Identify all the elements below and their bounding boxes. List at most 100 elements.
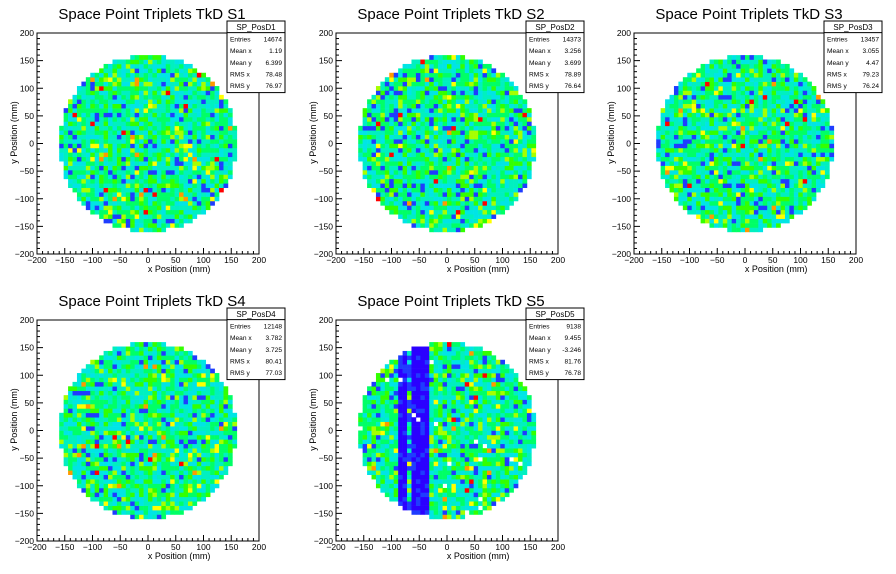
histogram-bin [130, 350, 135, 356]
histogram-bin [139, 430, 144, 436]
histogram-bin [143, 346, 149, 352]
histogram-bin [99, 103, 104, 109]
histogram-bin [161, 373, 167, 378]
histogram-bin [116, 492, 122, 498]
histogram-bin [223, 147, 229, 153]
histogram-bin [722, 99, 728, 105]
histogram-bin [429, 108, 434, 113]
histogram-bin [380, 152, 386, 158]
histogram-bin [380, 121, 386, 127]
histogram-bin [112, 457, 118, 462]
histogram-bin [196, 178, 202, 184]
histogram-bin [76, 426, 82, 431]
histogram-bin [152, 134, 158, 140]
histogram-bin [214, 99, 220, 105]
histogram-bin [420, 112, 426, 118]
histogram-bin [811, 196, 817, 202]
histogram-bin [522, 108, 528, 113]
histogram-bin [464, 192, 470, 197]
histogram-bin [179, 90, 184, 96]
histogram-bin [762, 134, 768, 140]
histogram-bin [518, 121, 523, 127]
histogram-bin [504, 196, 510, 202]
histogram-bin [429, 72, 434, 78]
histogram-bin [380, 143, 386, 149]
histogram-bin [371, 152, 377, 158]
histogram-bin [398, 94, 403, 100]
histogram-bin [415, 200, 421, 206]
histogram-bin [148, 86, 153, 91]
histogram-bin [161, 403, 167, 409]
histogram-bin [112, 461, 118, 467]
histogram-bin [139, 218, 144, 224]
histogram-bin [174, 192, 180, 197]
histogram-bin [103, 63, 109, 69]
histogram-bin [753, 68, 759, 74]
histogram-bin [665, 174, 670, 180]
histogram-bin [758, 187, 764, 193]
histogram-bin [722, 134, 728, 140]
histogram-bin [807, 152, 812, 158]
histogram-bin [99, 399, 104, 405]
histogram-bin [509, 108, 514, 113]
histogram-bin [678, 161, 684, 166]
histogram-bin [152, 130, 158, 135]
histogram-bin [134, 479, 140, 484]
histogram-bin [793, 178, 799, 184]
histogram-bin [81, 86, 87, 91]
histogram-bin [187, 209, 193, 215]
histogram-bin [673, 170, 679, 175]
histogram-bin [709, 108, 715, 113]
histogram-bin [165, 408, 171, 414]
histogram-bin [758, 200, 764, 206]
histogram-bin [371, 108, 377, 113]
histogram-bin [407, 143, 412, 149]
histogram-bin [139, 200, 144, 206]
histogram-bin [509, 81, 514, 87]
histogram-bin [451, 81, 457, 87]
histogram-bin [134, 403, 140, 409]
histogram-bin [94, 465, 100, 471]
histogram-bin [420, 139, 426, 144]
histogram-bin [402, 218, 408, 224]
histogram-bin [455, 200, 461, 206]
stats-value: 14373 [563, 37, 582, 44]
histogram-bin [156, 196, 162, 202]
histogram-bin [718, 63, 724, 69]
histogram-bin [669, 143, 675, 149]
histogram-bin [90, 112, 96, 118]
histogram-bin [103, 147, 109, 153]
histogram-bin [731, 183, 737, 188]
histogram-bin [72, 147, 78, 153]
histogram-bin [776, 183, 781, 188]
histogram-bin [802, 161, 808, 166]
histogram-bin [784, 116, 790, 122]
histogram-bin [112, 143, 118, 149]
histogram-bin [451, 196, 457, 202]
histogram-bin [820, 116, 826, 122]
histogram-bin [165, 474, 171, 480]
histogram-bin [112, 350, 118, 356]
histogram-bin [424, 134, 430, 140]
histogram-bin [393, 72, 399, 78]
histogram-bin [130, 156, 135, 162]
histogram-bin [148, 161, 153, 166]
histogram-bin [393, 187, 399, 193]
histogram-bin [170, 196, 175, 202]
histogram-bin [491, 161, 497, 166]
histogram-bin [464, 196, 470, 202]
histogram-bin [705, 205, 710, 211]
histogram-bin [433, 139, 439, 144]
histogram-bin [758, 108, 764, 113]
histogram-bin [420, 130, 426, 135]
histogram-bin [713, 77, 719, 82]
histogram-bin [776, 187, 781, 193]
histogram-bin [722, 63, 728, 69]
histogram-bin [99, 430, 104, 436]
histogram-bin [682, 156, 688, 162]
histogram-bin [709, 121, 715, 127]
histogram-bin [148, 443, 153, 449]
histogram-bin [121, 94, 127, 100]
stats-value: 76.64 [564, 83, 581, 90]
histogram-bin [460, 209, 466, 215]
